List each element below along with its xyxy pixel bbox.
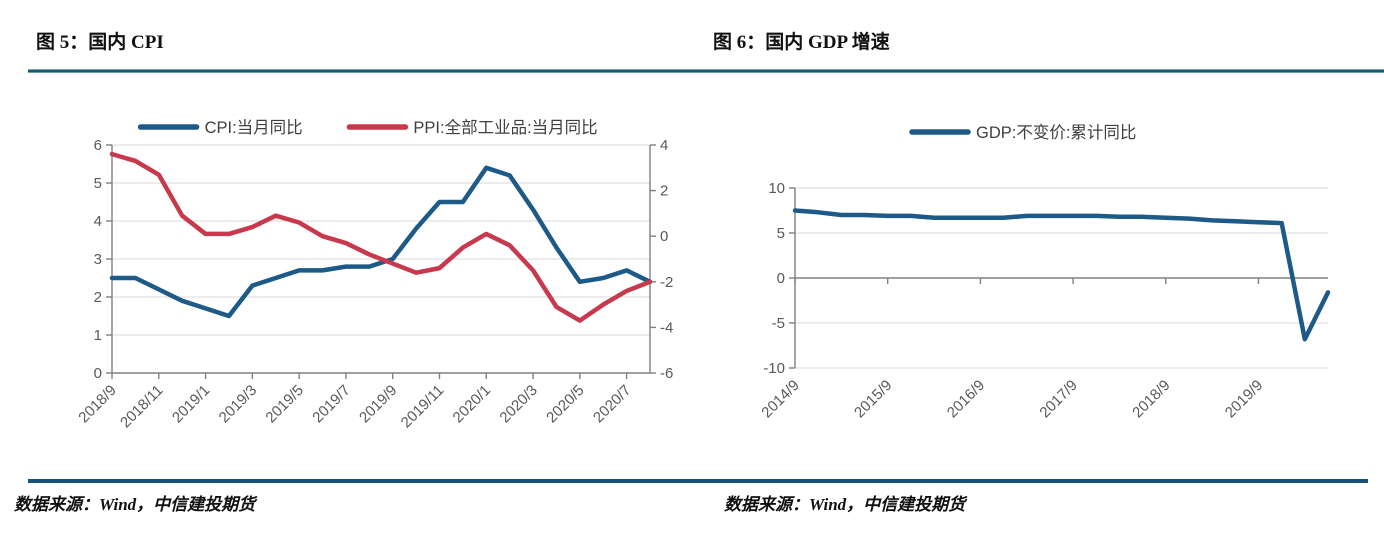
svg-text:2014/9: 2014/9 <box>758 377 802 421</box>
legend: GDP:不变价:累计同比 <box>909 123 1136 142</box>
svg-text:-5: -5 <box>772 315 785 332</box>
svg-text:2020/3: 2020/3 <box>496 382 540 426</box>
svg-text:2019/1: 2019/1 <box>169 382 213 426</box>
legend-label-1: PPI:全部工业品:当月同比 <box>413 118 597 137</box>
svg-text:2018/9: 2018/9 <box>1129 377 1173 421</box>
line-cpi <box>109 165 653 319</box>
svg-text:-2: -2 <box>660 274 673 291</box>
svg-text:2020/7: 2020/7 <box>590 382 634 426</box>
svg-text:-6: -6 <box>660 365 673 382</box>
svg-text:1: 1 <box>94 327 102 344</box>
svg-text:2020/5: 2020/5 <box>543 382 587 426</box>
svg-text:0: 0 <box>94 365 102 382</box>
svg-text:0: 0 <box>777 270 785 287</box>
svg-text:2019/9: 2019/9 <box>1222 377 1266 421</box>
svg-text:2018/9: 2018/9 <box>75 382 119 426</box>
svg-text:0: 0 <box>660 228 668 245</box>
figure6-title: 图 6：国内 GDP 增速 <box>713 32 890 53</box>
svg-text:2: 2 <box>94 289 102 306</box>
figure5-source: 数据来源：Wind，中信建投期货 <box>14 495 256 514</box>
svg-text:3: 3 <box>94 251 102 268</box>
figure5-title: 图 5：国内 CPI <box>36 32 164 53</box>
svg-text:10: 10 <box>768 180 785 197</box>
svg-text:5: 5 <box>94 175 102 192</box>
footer-divider <box>28 479 1368 483</box>
svg-text:4: 4 <box>660 137 668 154</box>
legend-label-0: GDP:不变价:累计同比 <box>976 123 1136 142</box>
svg-text:-4: -4 <box>660 319 673 336</box>
svg-text:2019/11: 2019/11 <box>398 382 448 432</box>
x-axis-tick-labels: 2014/9 2015/9 2016/9 2017/9 2018/9 2019/9 <box>758 377 1266 421</box>
gridlines <box>795 187 1328 369</box>
svg-text:2018/11: 2018/11 <box>117 382 167 432</box>
axes <box>106 144 656 379</box>
svg-text:4: 4 <box>94 213 102 230</box>
y-axis-tick-labels: 0 1 2 3 4 5 6 -6 -4 -2 0 2 4 <box>94 137 674 382</box>
svg-text:-10: -10 <box>763 360 785 377</box>
figure6-source: 数据来源：Wind，中信建投期货 <box>724 495 966 514</box>
svg-text:2019/9: 2019/9 <box>356 382 400 426</box>
svg-text:2016/9: 2016/9 <box>944 377 988 421</box>
svg-text:6: 6 <box>94 137 102 154</box>
svg-text:2: 2 <box>660 183 668 200</box>
legend-label-0: CPI:当月同比 <box>205 118 303 137</box>
svg-text:2015/9: 2015/9 <box>851 377 895 421</box>
axes <box>789 187 1328 369</box>
svg-text:2019/7: 2019/7 <box>309 382 353 426</box>
svg-text:2020/1: 2020/1 <box>450 382 494 426</box>
svg-text:2017/9: 2017/9 <box>1036 377 1080 421</box>
line-ppi <box>109 151 653 323</box>
svg-text:5: 5 <box>777 225 785 242</box>
svg-text:2019/3: 2019/3 <box>216 382 260 426</box>
svg-text:2019/5: 2019/5 <box>262 382 306 426</box>
header-divider <box>28 69 1384 73</box>
legend: CPI:当月同比 PPI:全部工业品:当月同比 <box>137 118 598 137</box>
y-axis-tick-labels: -10 -5 0 5 10 <box>763 180 785 377</box>
line-gdp <box>792 208 1331 342</box>
